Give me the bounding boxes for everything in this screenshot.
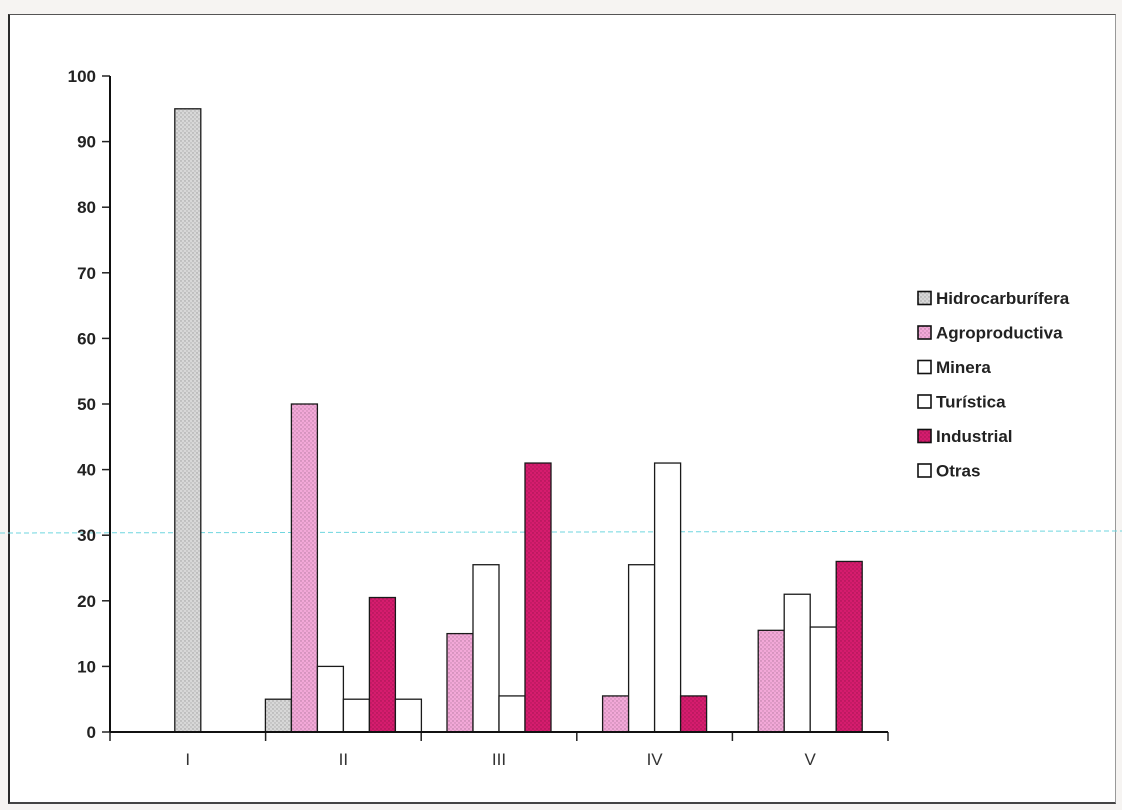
x-category-label: IV (647, 750, 664, 769)
legend-label: Agroproductiva (936, 324, 1063, 343)
legend-swatch-texture (918, 326, 931, 339)
y-tick-label: 80 (77, 198, 96, 217)
x-category-label: V (805, 750, 817, 769)
x-category-label: II (339, 750, 348, 769)
bar-texture (525, 463, 551, 732)
legend-label: Hidrocarburífera (936, 289, 1070, 308)
legend-label: Otras (936, 462, 980, 481)
legend-label: Minera (936, 358, 991, 377)
legend-label: Industrial (936, 427, 1013, 446)
bar (627, 564, 656, 733)
legend-swatch-texture (918, 291, 931, 305)
y-tick-label: 70 (77, 264, 96, 283)
y-tick-label: 50 (77, 395, 96, 414)
legend-swatch-texture (918, 429, 931, 443)
y-tick-label: 90 (77, 133, 96, 152)
bar-texture (602, 695, 629, 732)
bar (472, 564, 500, 733)
x-category-label: I (185, 750, 190, 769)
bar (809, 626, 837, 733)
bar-texture (369, 597, 396, 732)
legend-label: Turística (936, 393, 1006, 412)
legend-swatch (917, 463, 932, 478)
bar (653, 462, 682, 733)
legend-swatch (917, 394, 932, 409)
bar (316, 665, 345, 733)
bar-texture (447, 633, 473, 732)
bar (342, 698, 371, 733)
bar-texture (836, 561, 863, 732)
y-tick-label: 100 (68, 67, 96, 86)
y-tick-label: 20 (77, 592, 96, 611)
bar (783, 593, 811, 733)
legend-swatch (917, 359, 932, 375)
scan-artifact-line (0, 530, 1122, 534)
y-tick-label: 30 (77, 526, 96, 545)
bar-texture (291, 404, 318, 732)
bar-texture (174, 108, 201, 733)
bar (498, 695, 526, 733)
y-tick-label: 10 (77, 657, 96, 676)
bar-texture (680, 695, 707, 732)
bar-texture (758, 630, 785, 732)
x-category-label: III (492, 750, 506, 769)
y-tick-label: 40 (77, 461, 96, 480)
bar (394, 698, 423, 733)
y-tick-label: 60 (77, 329, 96, 348)
bar-texture (265, 699, 292, 732)
y-tick-label: 0 (87, 723, 96, 742)
